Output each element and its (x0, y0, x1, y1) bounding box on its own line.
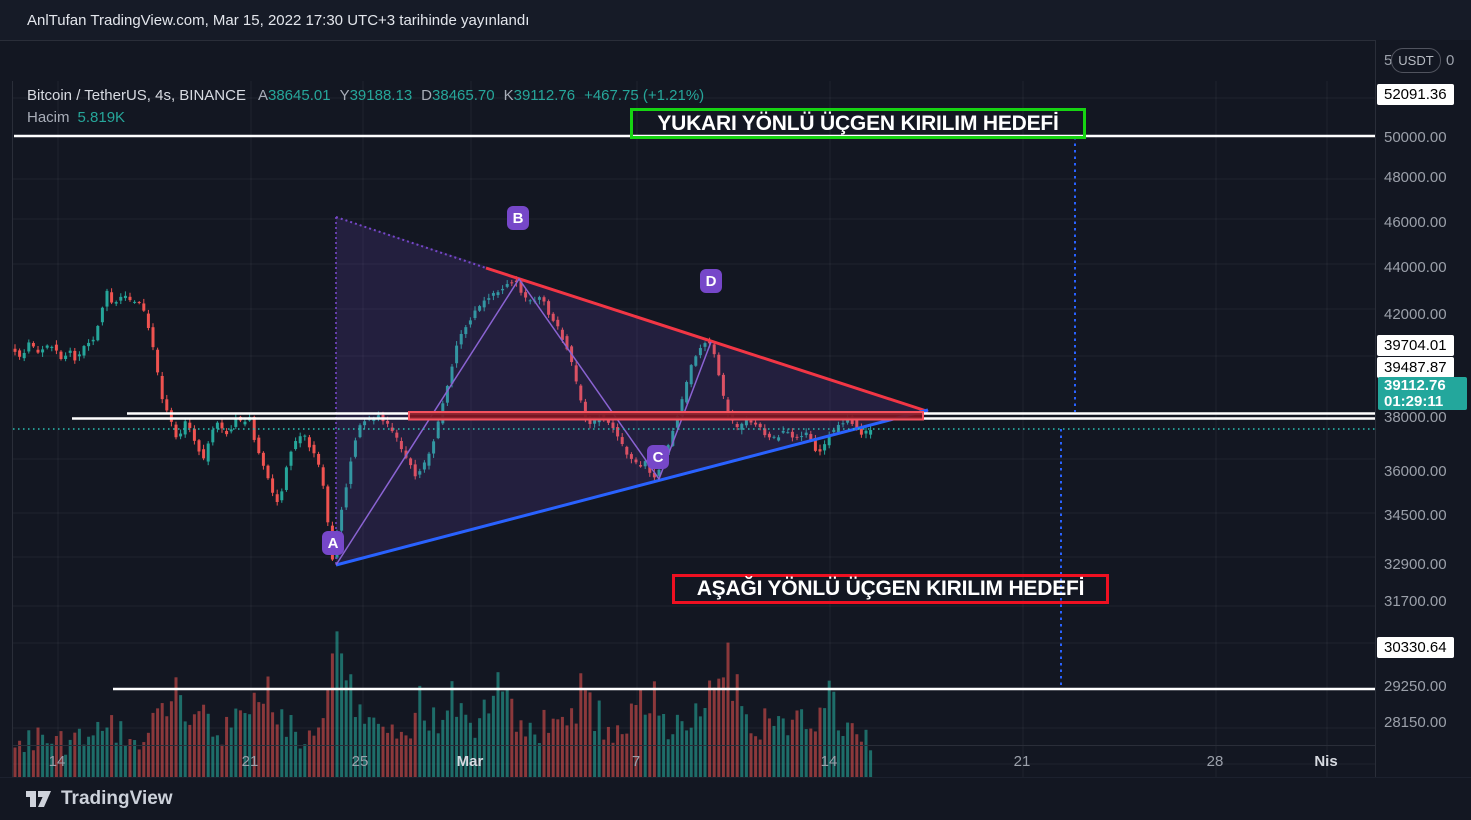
time-label: 14 (48, 753, 66, 770)
up-target-label: YUKARI YÖNLÜ ÜÇGEN KIRILIM HEDEFİ (657, 111, 1059, 135)
time-label: 21 (1013, 753, 1031, 770)
ohlc-item-label: A (257, 87, 268, 104)
volume-bars (13, 631, 873, 786)
scale-tick: 44000.00 (1384, 259, 1447, 276)
pattern-marker-d[interactable]: D (700, 269, 722, 293)
time-label: 28 (1206, 753, 1224, 770)
chart-pane[interactable] (12, 81, 1375, 786)
change-value: +467.75 (+1.21%) (584, 87, 705, 104)
time-label: 14 (820, 753, 838, 770)
time-label: 21 (241, 753, 259, 770)
attribution-bar: AnlTufan TradingView.com, Mar 15, 2022 1… (0, 0, 1471, 40)
chart-area: Bitcoin / TetherUS, 4s, BINANCE A38645.01… (0, 40, 1471, 786)
scale-tick: 36000.00 (1384, 463, 1447, 480)
tradingview-logo-icon[interactable] (25, 788, 52, 810)
ohlc-item-value: 38645.01 (268, 87, 331, 104)
scale-tick: 28150.00 (1384, 714, 1447, 731)
price-level-badge: 39704.01 (1377, 335, 1454, 356)
time-label: Mar (456, 753, 484, 770)
symbol-title[interactable]: Bitcoin / TetherUS, 4s, BINANCE (27, 87, 246, 104)
volume-value: 5.819K (77, 109, 126, 126)
scale-tick: 31700.00 (1384, 593, 1447, 610)
ohlc-item-label: Y (339, 87, 350, 104)
down-target-box[interactable]: AŞAĞI YÖNLÜ ÜÇGEN KIRILIM HEDEFİ (672, 574, 1109, 604)
up-target-box[interactable]: YUKARI YÖNLÜ ÜÇGEN KIRILIM HEDEFİ (630, 108, 1086, 139)
ohlc-item-value: 38465.70 (432, 87, 495, 104)
scale-tick: 46000.00 (1384, 214, 1447, 231)
pattern-marker-c[interactable]: C (647, 445, 669, 469)
ohlc-item-label: D (421, 87, 433, 104)
resistance-band (408, 411, 924, 421)
volume-label: Hacim (27, 109, 70, 126)
symbol-legend: Bitcoin / TetherUS, 4s, BINANCE A38645.01… (27, 86, 704, 128)
currency-button[interactable]: USDT (1391, 48, 1441, 73)
legend-row-main: Bitcoin / TetherUS, 4s, BINANCE A38645.01… (27, 86, 704, 106)
scale-tick: 32900.00 (1384, 556, 1447, 573)
ohlc-item-value: 39188.13 (349, 87, 413, 104)
current-price-badge: 39112.76 01:29:11 (1378, 377, 1467, 410)
scale-tick: 34500.00 (1384, 507, 1447, 524)
scale-top-partial-right: 0 (1446, 52, 1455, 69)
scale-tick: 29250.00 (1384, 678, 1447, 695)
time-axis[interactable]: 14 21 25 Mar 7 14 21 28 Nis (12, 745, 1375, 777)
scale-tick: 42000.00 (1384, 306, 1447, 323)
scale-tick: 50000.00 (1384, 129, 1447, 146)
ohlc-item-value: 39112.76 (513, 87, 576, 104)
attribution-text: AnlTufan TradingView.com, Mar 15, 2022 1… (27, 11, 530, 29)
price-level-badge: 52091.36 (1377, 84, 1454, 105)
bar-countdown: 01:29:11 (1384, 392, 1444, 410)
triangle-pattern[interactable] (335, 216, 929, 567)
tradingview-brand-text[interactable]: TradingView (61, 788, 173, 809)
time-label: 25 (351, 753, 369, 770)
pattern-marker-a[interactable]: A (322, 531, 344, 555)
scale-tick: 38000.00 (1384, 409, 1447, 426)
pattern-marker-b[interactable]: B (507, 206, 529, 230)
footer-bar: TradingView (0, 777, 1471, 820)
ohlc-values: A38645.01 Y39188.13 D38465.70 K39112.76 (258, 87, 584, 104)
price-level-badge: 30330.64 (1377, 637, 1454, 658)
time-label: 7 (631, 753, 641, 770)
time-label: Nis (1314, 753, 1338, 770)
ohlc-item-label: K (503, 87, 514, 104)
price-scale[interactable]: 5 USDT 0 50000.00 48000.00 46000.00 44000.0… (1375, 40, 1471, 777)
scale-tick: 48000.00 (1384, 169, 1447, 186)
currency-row: 5 USDT 0 (1376, 48, 1471, 74)
legend-row-volume: Hacim 5.819K (27, 108, 704, 128)
down-target-label: AŞAĞI YÖNLÜ ÜÇGEN KIRILIM HEDEFİ (696, 577, 1085, 600)
price-level-badge: 39487.87 (1377, 357, 1454, 378)
scale-top-partial-left: 5 (1384, 52, 1393, 69)
current-price-value: 39112.76 (1384, 377, 1446, 394)
